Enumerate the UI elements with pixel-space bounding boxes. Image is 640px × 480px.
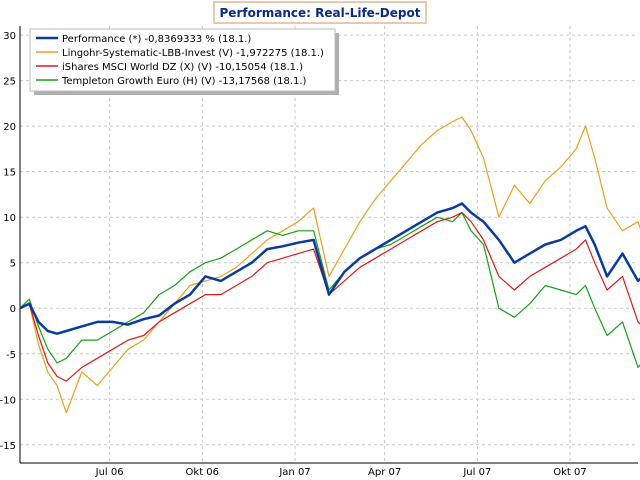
series-line-ishares [19, 212, 640, 382]
chart-title: Performance: Real-Life-Depot [220, 6, 421, 20]
x-tick-label: Jan 07 [278, 467, 310, 478]
x-tick-label: Apr 07 [368, 467, 401, 478]
legend-label-performance: Performance (*) -0,8369333 % (18.1.) [62, 34, 251, 45]
legend: Performance (*) -0,8369333 % (18.1.) Lin… [29, 28, 339, 95]
legend-label-lingohr: Lingohr-Systematic-LBB-Invest (V) -1,972… [62, 48, 324, 59]
tick-labels: 30 25 20 15 10 5 0 -5 -10 -15 Jul 06 Okt 06 Jan 07 Ap… [0, 31, 587, 478]
x-tick-label: Jul 06 [95, 467, 124, 478]
series-lines [19, 116, 640, 414]
series-line-lingohr [19, 116, 640, 414]
axes [19, 26, 638, 464]
y-tick-label: 15 [3, 168, 16, 179]
y-tick-label: 5 [10, 259, 16, 270]
y-tick-label: -5 [6, 350, 16, 361]
y-tick-label: 30 [3, 31, 16, 42]
y-tick-label: -15 [0, 441, 16, 452]
x-tick-label: Jul 07 [462, 467, 491, 478]
grid-lines [20, 26, 638, 463]
y-tick-label: 10 [3, 213, 16, 224]
legend-label-ishares: iShares MSCI World DZ (X) (V) -10,15054 … [62, 62, 303, 73]
y-tick-label: 20 [3, 122, 16, 133]
y-tick-label: -10 [0, 395, 16, 406]
chart-title-box: Performance: Real-Life-Depot [213, 1, 427, 24]
x-tick-label: Okt 07 [553, 467, 587, 478]
x-tick-label: Okt 06 [186, 467, 220, 478]
series-line-performance [19, 202, 640, 335]
legend-label-templeton: Templeton Growth Euro (H) (V) -13,17568 … [61, 76, 307, 87]
y-tick-label: 25 [3, 77, 16, 88]
y-tick-label: 0 [10, 304, 16, 315]
